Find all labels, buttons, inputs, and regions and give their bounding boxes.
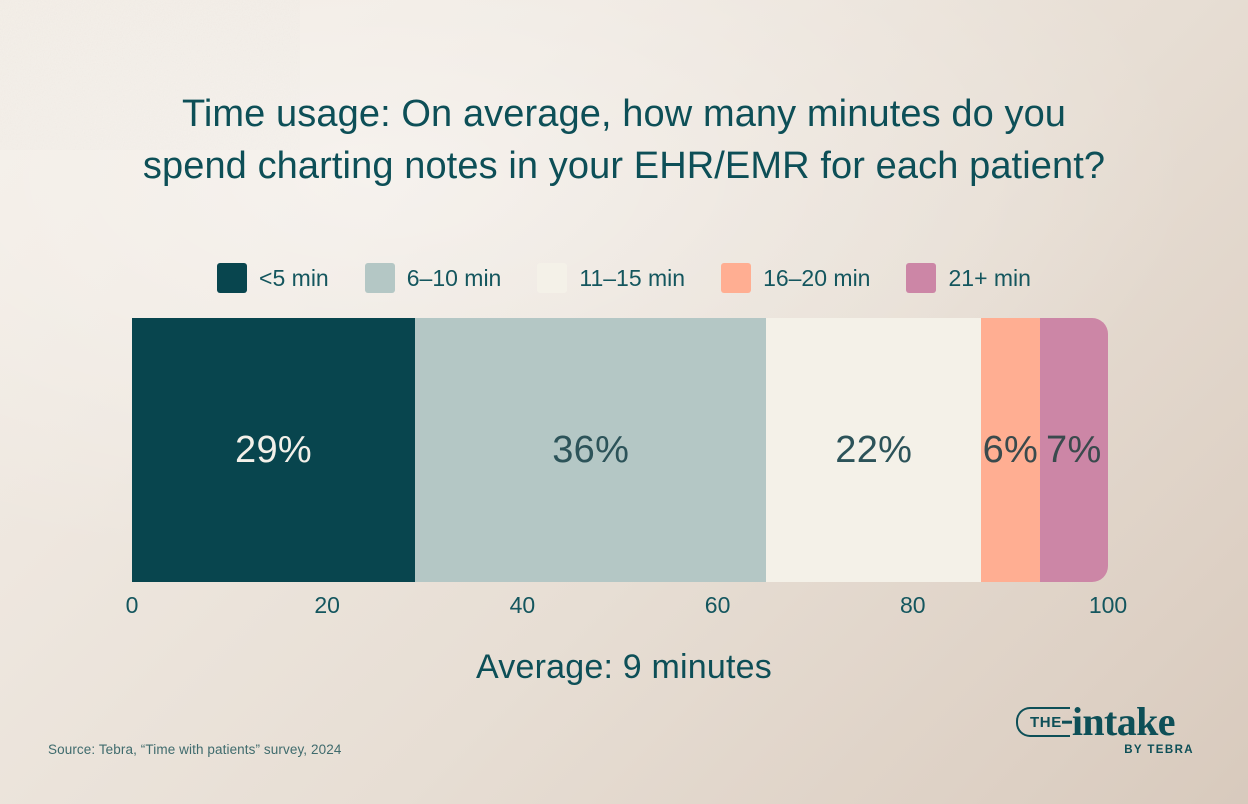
- chart-legend: <5 min 6–10 min 11–15 min 16–20 min 21+ min: [0, 263, 1248, 293]
- x-axis-tick-label: 40: [509, 592, 536, 618]
- bar-segment-label: 29%: [235, 429, 312, 471]
- legend-swatch: [537, 263, 568, 293]
- bar-segment-label: 7%: [1046, 429, 1102, 471]
- logo-the-badge: THE: [1016, 707, 1070, 737]
- logo-the-text: THE: [1030, 713, 1062, 731]
- legend-swatch: [721, 263, 752, 293]
- legend-item: 11–15 min: [537, 263, 685, 293]
- stacked-bar-chart: 29% 36% 22% 6% 7%: [132, 318, 1108, 582]
- logo-wordmark-row: THE intake: [1016, 699, 1196, 744]
- legend-label: 16–20 min: [763, 265, 871, 291]
- x-axis-tick-label: 60: [704, 592, 731, 618]
- source-note: Source: Tebra, “Time with patients” surv…: [48, 742, 342, 757]
- legend-label: <5 min: [259, 265, 329, 291]
- bar-segment-label: 6%: [982, 429, 1039, 471]
- legend-label: 21+ min: [948, 265, 1031, 291]
- legend-item: <5 min: [217, 263, 329, 293]
- bar-segment-label: 22%: [835, 429, 913, 471]
- legend-item: 16–20 min: [721, 263, 870, 293]
- logo-intake-text: intake: [1071, 699, 1176, 744]
- x-axis-tick-label: 80: [900, 592, 926, 618]
- legend-swatch: [364, 263, 395, 293]
- chart-title: Time usage: On average, how many minutes…: [142, 93, 1106, 187]
- bar-segment: 36%: [415, 318, 767, 582]
- legend-label: 6–10 min: [406, 265, 502, 291]
- bar-segment: 22%: [766, 318, 982, 582]
- average-annotation: Average: 9 minutes: [476, 648, 772, 686]
- logo-tagline: BY TEBRA: [1124, 744, 1194, 756]
- x-axis: 0 20 40 60 80 100: [126, 590, 1128, 620]
- stacked-bar: 29% 36% 22% 6% 7%: [132, 318, 1108, 582]
- bar-segment: 29%: [132, 318, 416, 582]
- x-axis-tick-label: 20: [314, 592, 340, 618]
- legend-item: 6–10 min: [364, 263, 502, 293]
- legend-item: 21+ min: [906, 263, 1031, 293]
- bar-segment: 6%: [981, 318, 1040, 582]
- x-axis-tick-label: 0: [125, 592, 139, 618]
- legend-label: 11–15 min: [579, 265, 686, 291]
- legend-swatch: [906, 263, 937, 293]
- legend-swatch: [217, 263, 248, 293]
- the-intake-logo: THE intake BY TEBRA: [1016, 699, 1196, 759]
- bar-segment-label: 36%: [552, 429, 630, 471]
- x-axis-tick-label: 100: [1088, 592, 1128, 618]
- bar-segment: 7%: [1039, 318, 1108, 582]
